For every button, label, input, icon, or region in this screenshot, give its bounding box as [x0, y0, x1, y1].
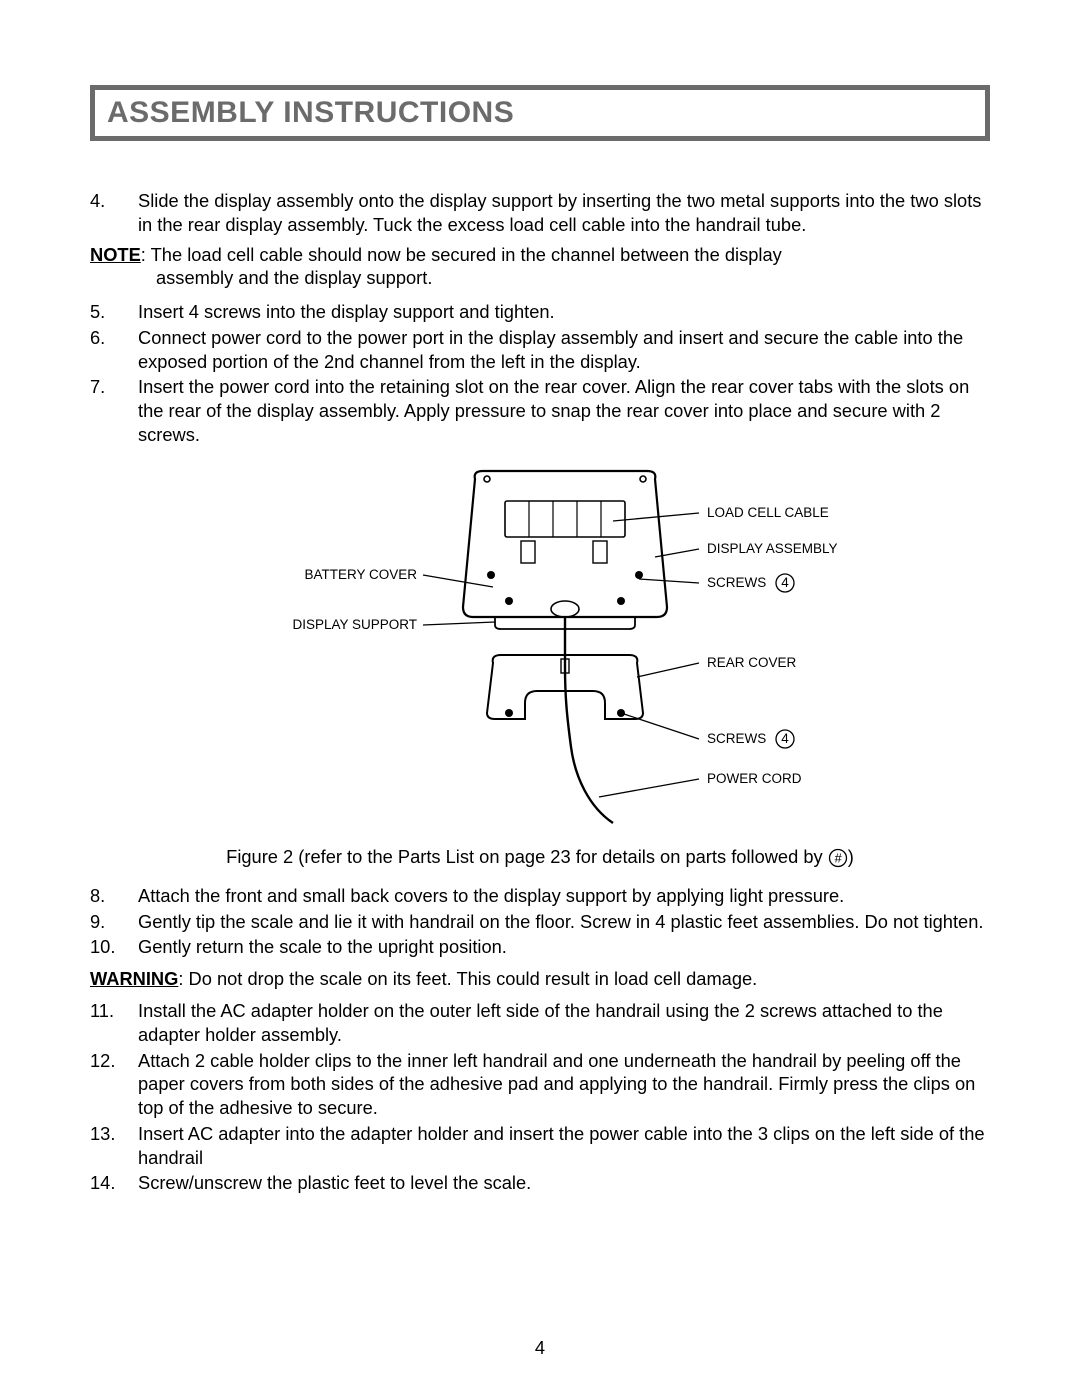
step-number: 12.	[90, 1049, 138, 1120]
label-load-cell-cable: LOAD CELL CABLE	[707, 505, 829, 520]
warning-label: WARNING	[90, 968, 178, 989]
step-row: 14.Screw/unscrew the plastic feet to lev…	[90, 1171, 990, 1195]
step-row: 7.Insert the power cord into the retaini…	[90, 375, 990, 446]
hash-symbol: #	[828, 846, 848, 870]
step-row: 9.Gently tip the scale and lie it with h…	[90, 910, 990, 934]
label-screws-bot: SCREWS	[707, 731, 766, 746]
display-assembly-shape	[463, 471, 667, 629]
section-title: ASSEMBLY INSTRUCTIONS	[107, 96, 973, 130]
svg-text:#: #	[834, 851, 842, 866]
step-row: 12.Attach 2 cable holder clips to the in…	[90, 1049, 990, 1120]
step-row: 4.Slide the display assembly onto the di…	[90, 189, 990, 237]
figure-caption: Figure 2 (refer to the Parts List on pag…	[90, 845, 990, 870]
note-block: NOTE: The load cell cable should now be …	[90, 243, 990, 291]
step-text: Attach the front and small back covers t…	[138, 884, 990, 908]
label-display-support: DISPLAY SUPPORT	[292, 617, 417, 632]
warning-text: : Do not drop the scale on its feet. Thi…	[178, 968, 757, 989]
step-number: 14.	[90, 1171, 138, 1195]
label-display-assembly: DISPLAY ASSEMBLY	[707, 541, 838, 556]
note-text-1: : The load cell cable should now be secu…	[141, 244, 782, 265]
step-text: Connect power cord to the power port in …	[138, 326, 990, 374]
step-row: 8.Attach the front and small back covers…	[90, 884, 990, 908]
label-screws-bot-qty: 4	[781, 731, 789, 746]
step-text: Slide the display assembly onto the disp…	[138, 189, 990, 237]
step-row: 10.Gently return the scale to the uprigh…	[90, 935, 990, 959]
page-number: 4	[0, 1337, 1080, 1359]
label-power-cord: POWER CORD	[707, 771, 802, 786]
step-number: 7.	[90, 375, 138, 446]
label-rear-cover: REAR COVER	[707, 655, 797, 670]
step-text: Insert the power cord into the retaining…	[138, 375, 990, 446]
note-text-2: assembly and the display support.	[90, 266, 782, 290]
step-number: 11.	[90, 999, 138, 1047]
step-number: 13.	[90, 1122, 138, 1170]
step-text: Attach 2 cable holder clips to the inner…	[138, 1049, 990, 1120]
note-label: NOTE	[90, 244, 141, 265]
step-number: 5.	[90, 300, 138, 324]
step-text: Gently tip the scale and lie it with han…	[138, 910, 990, 934]
caption-post: )	[848, 846, 854, 867]
label-screws-top: SCREWS	[707, 575, 766, 590]
step-number: 8.	[90, 884, 138, 908]
step-text: Install the AC adapter holder on the out…	[138, 999, 990, 1047]
content-body: 4.Slide the display assembly onto the di…	[90, 189, 990, 1195]
section-header: ASSEMBLY INSTRUCTIONS	[90, 85, 990, 141]
step-number: 10.	[90, 935, 138, 959]
step-text: Insert AC adapter into the adapter holde…	[138, 1122, 990, 1170]
step-row: 5.Insert 4 screws into the display suppo…	[90, 300, 990, 324]
warning-block: WARNING: Do not drop the scale on its fe…	[90, 967, 990, 991]
figure-2-diagram: BATTERY COVER DISPLAY SUPPORT LOAD CELL …	[90, 467, 990, 837]
step-row: 6.Connect power cord to the power port i…	[90, 326, 990, 374]
step-number: 4.	[90, 189, 138, 237]
step-text: Insert 4 screws into the display support…	[138, 300, 990, 324]
step-number: 9.	[90, 910, 138, 934]
step-row: 13.Insert AC adapter into the adapter ho…	[90, 1122, 990, 1170]
label-battery-cover: BATTERY COVER	[304, 567, 417, 582]
label-screws-top-qty: 4	[781, 575, 789, 590]
step-text: Screw/unscrew the plastic feet to level …	[138, 1171, 990, 1195]
caption-pre: Figure 2 (refer to the Parts List on pag…	[226, 846, 828, 867]
step-number: 6.	[90, 326, 138, 374]
step-text: Gently return the scale to the upright p…	[138, 935, 990, 959]
step-row: 11.Install the AC adapter holder on the …	[90, 999, 990, 1047]
